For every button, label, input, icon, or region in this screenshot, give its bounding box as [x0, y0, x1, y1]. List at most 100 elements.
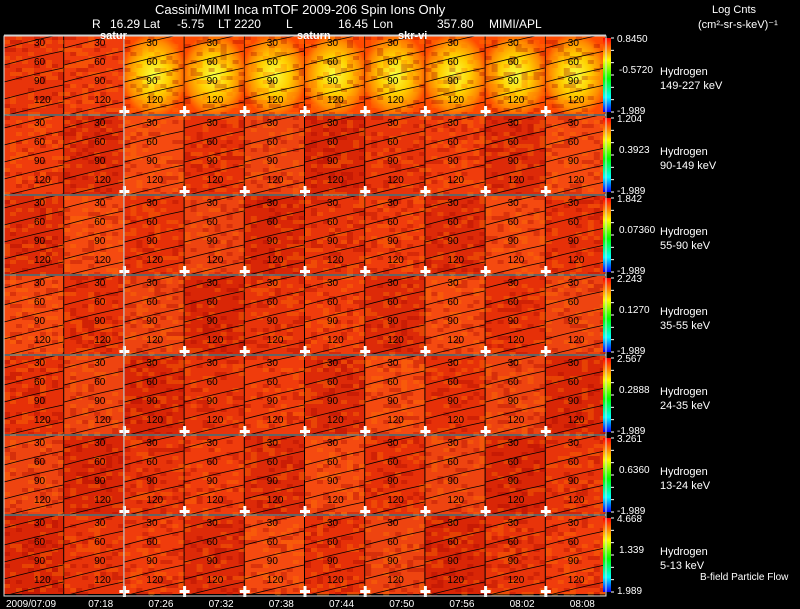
contour-label: 60 [94, 297, 106, 308]
contour-label: 30 [508, 438, 520, 449]
contour-label: 90 [146, 476, 158, 487]
contour-label: 30 [34, 118, 46, 129]
contour-label: 90 [146, 236, 158, 247]
panel-cell: 30 60 90 120 [64, 353, 125, 437]
contour-label: 60 [146, 57, 158, 68]
contour-label: 60 [508, 537, 520, 548]
channel-energy-label: 24-35 keV [660, 400, 711, 412]
contour-label: 90 [267, 316, 279, 327]
channel-species-label: Hydrogen [660, 466, 708, 478]
colorbar-max-label: 3.261 [617, 434, 643, 445]
contour-label: 30 [267, 358, 279, 369]
lt-label: LT 2220 [218, 17, 261, 31]
panel-cell: 30 60 90 120 [3, 433, 64, 517]
contour-label: 90 [34, 556, 46, 567]
contour-label: 90 [34, 76, 46, 87]
contour-label: 60 [146, 537, 158, 548]
contour-label: 60 [267, 57, 279, 68]
contour-label: 60 [327, 137, 339, 148]
contour-label: 60 [447, 137, 459, 148]
contour-label: 30 [568, 118, 580, 129]
contour-label: 120 [94, 415, 111, 426]
contour-label: 30 [94, 438, 106, 449]
contour-label: 90 [207, 236, 219, 247]
contour-label: 60 [327, 297, 339, 308]
contour-label: 30 [34, 358, 46, 369]
instrument-label: MIMI/APL [489, 17, 542, 31]
contour-label: 120 [207, 495, 224, 506]
contour-label: 30 [34, 278, 46, 289]
contour-label: 90 [568, 156, 580, 167]
contour-label: 120 [508, 335, 525, 346]
contour-label: 90 [568, 236, 580, 247]
contour-label: 30 [447, 38, 459, 49]
units-line1: Log Cnts [712, 4, 757, 16]
contour-label: 90 [207, 76, 219, 87]
contour-label: 60 [508, 57, 520, 68]
contour-label: 120 [267, 495, 284, 506]
x-tick-label: 08:02 [510, 599, 535, 609]
contour-label: 60 [207, 217, 219, 228]
contour-label: 150 [387, 594, 404, 605]
contour-label: 30 [508, 38, 520, 49]
contour-label: 60 [387, 377, 399, 388]
contour-label: 120 [207, 575, 224, 586]
colorbar [603, 278, 611, 352]
contour-label: 30 [267, 438, 279, 449]
contour-label: 90 [94, 476, 106, 487]
colorbar [603, 38, 611, 112]
contour-label: 90 [387, 476, 399, 487]
contour-label: 30 [146, 198, 158, 209]
contour-label: 30 [146, 358, 158, 369]
contour-label: 30 [508, 518, 520, 529]
contour-label: 120 [94, 255, 111, 266]
contour-label: 30 [447, 278, 459, 289]
contour-label: 90 [34, 156, 46, 167]
contour-label: 30 [267, 198, 279, 209]
contour-label: 30 [327, 438, 339, 449]
contour-label: 60 [267, 217, 279, 228]
contour-label: 120 [34, 495, 51, 506]
contour-label: 120 [94, 335, 111, 346]
contour-label: 90 [267, 156, 279, 167]
contour-label: 90 [327, 316, 339, 327]
contour-label: 120 [447, 495, 464, 506]
contour-label: 120 [34, 415, 51, 426]
contour-label: 60 [267, 377, 279, 388]
contour-label: 30 [94, 38, 106, 49]
contour-label: 60 [94, 137, 106, 148]
lat-label: 16.29 Lat [110, 17, 161, 31]
contour-label: 120 [146, 335, 163, 346]
l-label: L [286, 17, 293, 31]
contour-label: 90 [327, 76, 339, 87]
colorbar-min-label: 1.989 [617, 586, 643, 597]
x-tick-label: 07:32 [209, 599, 234, 609]
contour-label: 150 [447, 594, 464, 605]
contour-label: 120 [387, 95, 404, 106]
contour-label: 90 [267, 76, 279, 87]
contour-label: 30 [447, 358, 459, 369]
contour-label: 90 [387, 236, 399, 247]
contour-label: 90 [94, 396, 106, 407]
contour-label: 90 [568, 316, 580, 327]
lat-value: -5.75 [177, 17, 205, 31]
x-tick-label: 07:18 [88, 599, 113, 609]
contour-label: 90 [146, 396, 158, 407]
contour-label: 120 [327, 95, 344, 106]
contour-label: 120 [207, 415, 224, 426]
panel-cell: 30 60 90 120 [3, 33, 64, 117]
contour-label: 120 [327, 175, 344, 186]
